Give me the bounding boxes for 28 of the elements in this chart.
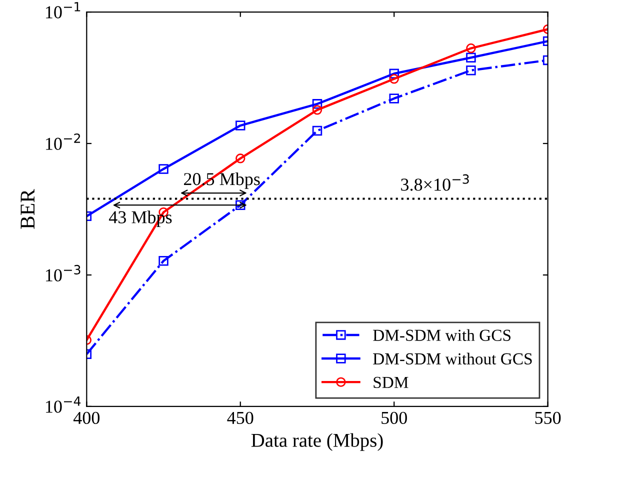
point: [389, 94, 399, 104]
legend-label: DM-SDM without GCS: [373, 352, 532, 365]
point: [466, 66, 476, 76]
y-axis-title: BER: [20, 189, 34, 229]
point: [236, 154, 246, 164]
x-axis-title: Data rate (Mbps): [251, 433, 383, 451]
point: [158, 164, 168, 174]
legend-label: DM-SDM with GCS: [373, 329, 510, 341]
y-tick-label: 10$^{−2}$: [46, 133, 80, 150]
x-tick-label: 500: [382, 412, 407, 424]
x-tick-label: 550: [535, 412, 561, 424]
point: [158, 256, 168, 266]
point: [466, 43, 476, 54]
point: [389, 68, 399, 78]
point: [236, 200, 246, 210]
y-tick-label: 10$^{−4}$: [46, 396, 81, 413]
point: [389, 74, 399, 84]
ref-line-label: 3.8×10$^{−3}$: [401, 174, 469, 191]
point: [236, 120, 246, 130]
y-tick-label: 10$^{−1}$: [46, 2, 80, 18]
x-tick-label: 450: [227, 412, 254, 424]
point: [312, 126, 322, 136]
legend-label: SDM: [374, 376, 408, 388]
point: [466, 52, 476, 62]
y-tick-label: 10$^{−3}$: [46, 264, 80, 282]
x-tick-label: 400: [73, 412, 100, 424]
point: [312, 105, 322, 115]
point: [312, 99, 322, 109]
